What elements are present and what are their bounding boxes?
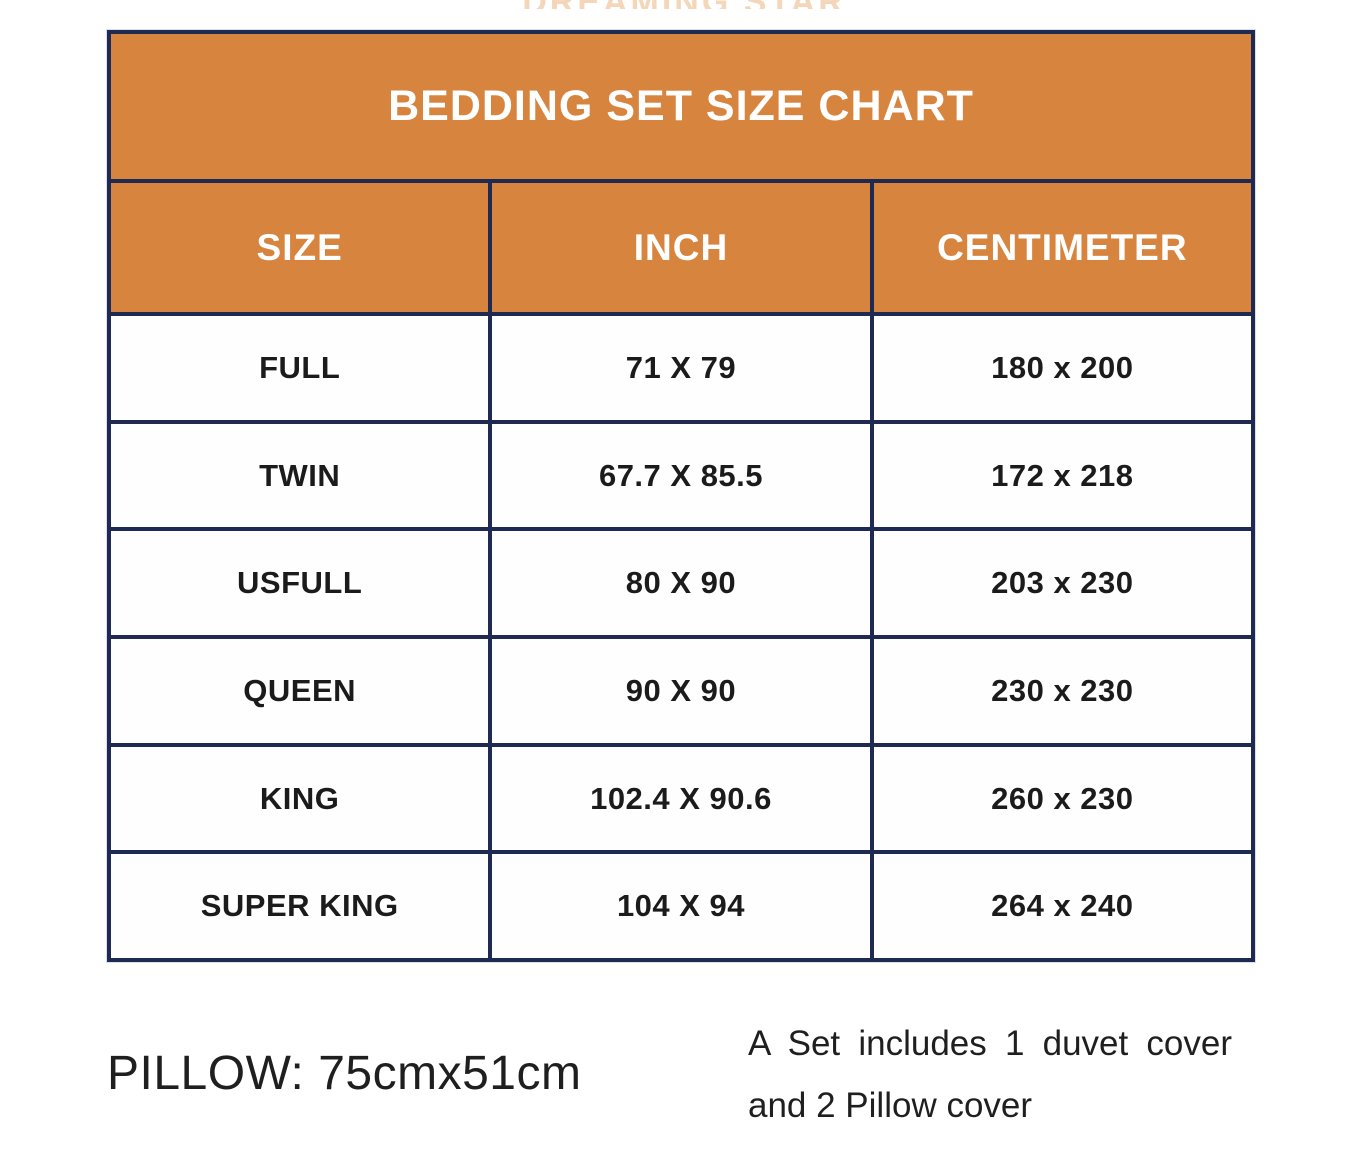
chart-title-bar: BEDDING SET SIZE CHART [111, 34, 1251, 183]
cell-inch: 67.7 X 85.5 [488, 423, 869, 528]
cell-centimeter: 203 x 230 [869, 531, 1251, 636]
table-row: KING 102.4 X 90.6 260 x 230 [111, 746, 1251, 855]
size-chart-table: BEDDING SET SIZE CHART SIZE INCH CENTIME… [107, 30, 1255, 962]
cell-inch: 80 X 90 [488, 531, 869, 636]
set-includes-note: A Set includes 1 duvet cover and 2 Pillo… [748, 1013, 1232, 1137]
cell-size: TWIN [259, 457, 341, 493]
clipped-brand-text: DREAMING STAR [0, 0, 1368, 9]
cell-inch: 71 X 79 [488, 316, 869, 420]
cell-size: KING [259, 780, 340, 816]
cell-size: FULL [259, 349, 341, 385]
table-row: USFULL 80 X 90 203 x 230 [111, 531, 1251, 640]
brand-text: DREAMING STAR [522, 0, 846, 9]
column-header-size: SIZE [256, 226, 343, 268]
cell-inch: 90 X 90 [488, 639, 869, 743]
pillow-size-note: PILLOW: 75cmx51cm [107, 1047, 582, 1100]
table-row: QUEEN 90 X 90 230 x 230 [111, 639, 1251, 747]
cell-inch: 104 X 94 [488, 854, 869, 959]
cell-size: SUPER KING [200, 888, 399, 924]
table-header-row: SIZE INCH CENTIMETER [111, 183, 1251, 316]
cell-centimeter: 260 x 230 [869, 746, 1251, 851]
cell-centimeter: 264 x 240 [869, 854, 1251, 959]
chart-title: BEDDING SET SIZE CHART [388, 82, 974, 130]
column-header-inch: INCH [488, 183, 869, 312]
table-row: FULL 71 X 79 180 x 200 [111, 316, 1251, 424]
cell-inch: 102.4 X 90.6 [488, 746, 869, 851]
table-row: TWIN 67.7 X 85.5 172 x 218 [111, 423, 1251, 532]
set-note-line-2: and 2 Pillow cover [748, 1086, 1033, 1125]
cell-centimeter: 172 x 218 [869, 423, 1251, 528]
column-header-centimeter: CENTIMETER [869, 183, 1251, 312]
cell-size: QUEEN [243, 672, 357, 708]
cell-centimeter: 180 x 200 [869, 316, 1251, 420]
cell-size: USFULL [237, 565, 363, 601]
set-note-line-1: A Set includes 1 duvet cover [748, 1024, 1232, 1063]
table-row: SUPER KING 104 X 94 264 x 240 [111, 854, 1251, 959]
cell-centimeter: 230 x 230 [869, 639, 1251, 743]
